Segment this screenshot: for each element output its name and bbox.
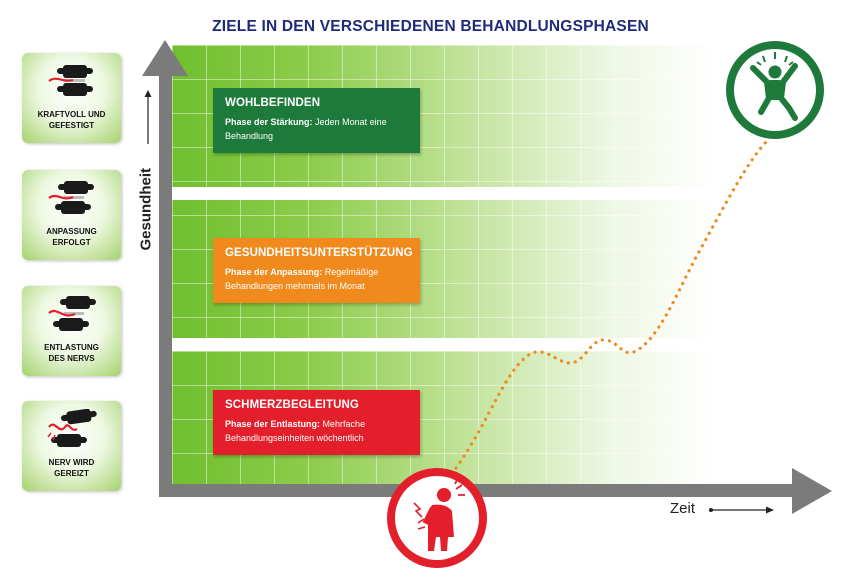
x-axis-label: Zeit xyxy=(670,500,696,517)
vertebra-nerve-icon xyxy=(47,409,97,447)
stage-card-kraftvoll: KRAFTVOLL UND GEFESTIGT xyxy=(22,53,121,143)
stage-label: KRAFTVOLL UND GEFESTIGT xyxy=(37,110,106,130)
stage-card-entlastung: ENTLASTUNG DES NERVS xyxy=(22,286,121,376)
phase-description: Phase der Stärkung: Jeden Monat eine Beh… xyxy=(225,117,387,141)
y-axis-label: Gesundheit xyxy=(137,167,155,251)
vertebra-nerve-icon xyxy=(48,65,93,96)
phase-heading: SCHMERZBEGLEITUNG xyxy=(225,399,359,411)
x-axis-arrowhead xyxy=(792,468,832,514)
person-in-pain-icon xyxy=(387,468,487,568)
phase-box-schmerzbegleitung: SCHMERZBEGLEITUNG Phase der Entlastung: … xyxy=(213,390,420,455)
phase-separator-lower xyxy=(172,338,802,351)
phase-heading: GESUNDHEITSUNTERSTÜTZUNG xyxy=(225,247,413,259)
y-axis-arrowhead xyxy=(142,40,188,76)
phase-box-wohlbefinden: WOHLBEFINDEN Phase der Stärkung: Jeden M… xyxy=(213,88,420,153)
phase-box-gesundheitsunterstuetzung: GESUNDHEITSUNTERSTÜTZUNG Phase der Anpas… xyxy=(213,238,420,303)
stage-card-nerv-gereizt: NERV WIRD GEREIZT xyxy=(22,401,121,491)
y-axis-label-arrow-icon xyxy=(144,90,152,144)
jumping-happy-person-icon xyxy=(726,41,824,139)
y-axis xyxy=(159,72,172,497)
vertebra-nerve-icon xyxy=(48,296,96,331)
vertebra-nerve-icon xyxy=(48,181,94,214)
phase-description: Phase der Anpassung: Regelmäßige Behandl… xyxy=(225,267,379,291)
phase-separator-upper xyxy=(172,187,802,200)
x-axis-label-arrow-icon xyxy=(709,506,774,514)
stage-card-anpassung: ANPASSUNG ERFOLGT xyxy=(22,170,121,260)
stage-label: ENTLASTUNG DES NERVS xyxy=(44,343,99,363)
phase-heading: WOHLBEFINDEN xyxy=(225,97,321,109)
diagram-title: ZIELE IN DEN VERSCHIEDENEN BEHANDLUNGSPH… xyxy=(212,18,649,35)
phase-description: Phase der Entlastung: Mehrfache Behandlu… xyxy=(225,419,366,443)
stage-label: NERV WIRD GEREIZT xyxy=(48,458,95,478)
stage-label: ANPASSUNG ERFOLGT xyxy=(46,227,97,247)
